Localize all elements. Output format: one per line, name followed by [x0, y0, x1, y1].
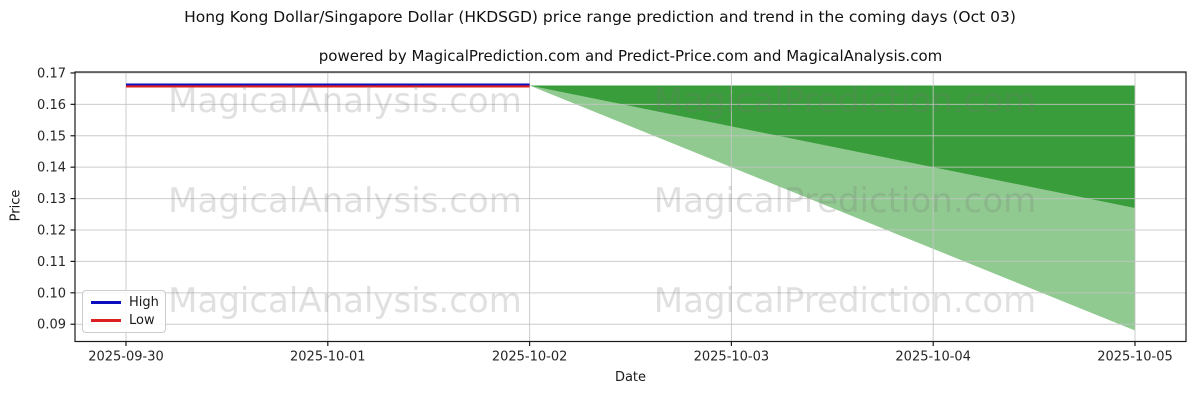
x-tick-label: 2025-10-04	[895, 350, 971, 365]
watermark-text: MagicalAnalysis.com	[168, 81, 522, 121]
watermark-text: MagicalPrediction.com	[654, 81, 1037, 121]
legend-item-high: High	[91, 294, 159, 310]
x-tick-labels: 2025-09-30 2025-10-01 2025-10-02 2025-10-03…	[88, 350, 1173, 365]
gridlines	[75, 72, 1186, 342]
axes-frame	[74, 71, 1187, 343]
watermark-text: MagicalAnalysis.com	[168, 181, 522, 221]
tick-marks	[70, 72, 1136, 346]
y-tick-label: 0.14	[37, 161, 66, 176]
watermark-text: MagicalPrediction.com	[654, 281, 1037, 321]
y-tick-label: 0.13	[37, 192, 66, 207]
y-tick-label: 0.17	[37, 66, 66, 81]
y-tick-label: 0.12	[37, 223, 66, 238]
low-line-swatch	[91, 319, 121, 323]
high-line-swatch	[91, 300, 121, 304]
inner-prediction-range	[529, 85, 1136, 209]
chart-title: Hong Kong Dollar/Singapore Dollar (HKDSG…	[184, 8, 1016, 26]
y-tick-labels: 0.09 0.10 0.11 0.12 0.13 0.14 0.15 0.16 0.17	[37, 66, 66, 332]
y-tick-label: 0.11	[37, 255, 66, 270]
x-tick-label: 2025-10-05	[1097, 350, 1173, 365]
watermark-text: MagicalPrediction.com	[654, 181, 1037, 221]
watermark-text: MagicalAnalysis.com	[168, 281, 522, 321]
legend: High Low	[82, 290, 166, 333]
x-tick-label: 2025-10-03	[694, 350, 770, 365]
x-tick-label: 2025-10-02	[492, 350, 568, 365]
x-axis-label: Date	[614, 370, 647, 385]
y-tick-label: 0.16	[37, 98, 66, 113]
axes-border	[74, 71, 1187, 343]
watermarks: MagicalAnalysis.com MagicalPrediction.com…	[168, 81, 1036, 321]
y-tick-label: 0.09	[37, 318, 66, 333]
legend-label-high: High	[129, 294, 159, 310]
y-tick-label: 0.10	[37, 286, 66, 301]
x-tick-label: 2025-09-30	[88, 350, 164, 365]
chart-subtitle: powered by MagicalPrediction.com and Pre…	[318, 47, 943, 65]
x-tick-label: 2025-10-01	[290, 350, 366, 365]
legend-item-low: Low	[91, 313, 157, 328]
prediction-bands	[529, 85, 1136, 331]
legend-label-low: Low	[129, 313, 155, 329]
y-tick-label: 0.15	[37, 129, 66, 144]
price-lines	[125, 83, 530, 88]
